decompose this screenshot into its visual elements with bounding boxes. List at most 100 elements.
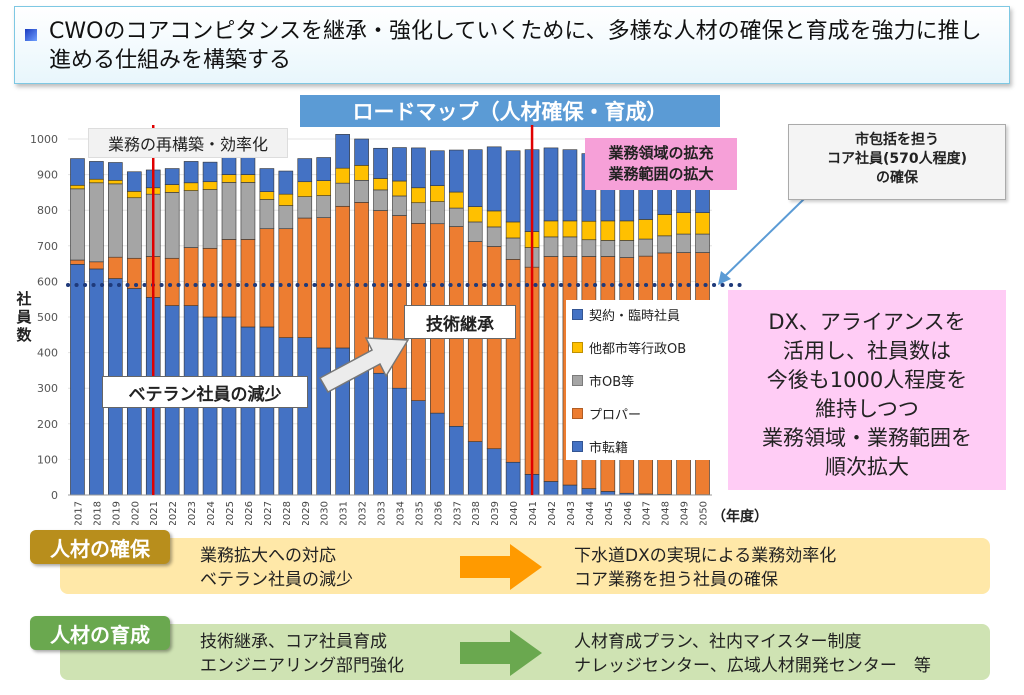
x-tick-label: 2020 bbox=[130, 501, 141, 525]
y-tick-label: 800 bbox=[37, 204, 58, 217]
bar-otherob bbox=[126, 191, 142, 199]
bar-cityob bbox=[354, 179, 369, 203]
y-tick-label: 400 bbox=[37, 347, 58, 360]
y-tick-label: 100 bbox=[37, 453, 58, 466]
bar-otherob bbox=[89, 178, 104, 184]
x-tick-label: 2025 bbox=[225, 501, 236, 525]
y-tick-label: 900 bbox=[37, 169, 58, 182]
develop-left-1: 技術継承、コア社員育成 bbox=[200, 632, 387, 652]
x-tick-label: 2032 bbox=[358, 501, 369, 525]
x-tick-label: 2024 bbox=[206, 501, 217, 525]
bar-contract bbox=[202, 161, 218, 183]
bar-transfer bbox=[600, 491, 616, 496]
develop-left: 技術継承、コア社員育成 エンジニアリング部門強化 bbox=[200, 630, 404, 678]
acquire-tag: 人材の確保 bbox=[30, 530, 170, 564]
chart-legend: 契約・臨時社員 他都市等行政OB 市OB等 プロパー 市転籍 bbox=[566, 300, 714, 460]
bar-otherob bbox=[316, 180, 332, 196]
x-tick-label: 2044 bbox=[585, 501, 596, 525]
bar-otherob bbox=[354, 165, 369, 181]
bar-otherob bbox=[638, 219, 654, 240]
acquire-left-1: 業務拡大への対応 bbox=[200, 546, 336, 566]
bar-cityob bbox=[430, 201, 445, 225]
bar-proper bbox=[486, 246, 502, 450]
acquire-left: 業務拡大への対応 ベテラン社員の減少 bbox=[200, 544, 353, 592]
bar-transfer bbox=[259, 326, 275, 496]
x-tick-label: 2049 bbox=[680, 501, 691, 525]
bar-proper bbox=[259, 228, 275, 328]
bar-contract bbox=[354, 138, 369, 166]
x-tick-label: 2029 bbox=[301, 501, 312, 525]
callout-arrow-icon bbox=[718, 198, 805, 285]
legend-swatch bbox=[572, 308, 583, 320]
bar-cityob bbox=[202, 189, 218, 249]
y-tick-label: 1000 bbox=[30, 133, 58, 146]
x-tick-label: 2040 bbox=[509, 501, 520, 525]
bar-transfer bbox=[297, 337, 313, 496]
develop-left-2: エンジニアリング部門強化 bbox=[200, 656, 404, 676]
bar-transfer bbox=[392, 387, 407, 496]
bar-contract bbox=[278, 170, 294, 195]
dx-line-3: 今後も1000人程度を bbox=[766, 368, 968, 392]
acquire-left-2: ベテラン社員の減少 bbox=[200, 570, 353, 590]
legend-item: 市OB等 bbox=[572, 370, 634, 390]
x-tick-label: 2033 bbox=[377, 501, 388, 525]
bar-otherob bbox=[600, 220, 616, 241]
bar-transfer bbox=[467, 441, 483, 496]
legend-swatch bbox=[572, 440, 583, 452]
bar-cityob bbox=[392, 195, 407, 216]
bar-transfer bbox=[486, 448, 502, 496]
bar-otherob bbox=[543, 220, 559, 238]
bar-otherob bbox=[486, 210, 502, 228]
bar-transfer bbox=[278, 337, 294, 496]
bar-proper bbox=[221, 239, 237, 318]
develop-right-1: 人材育成プラン、社内マイスター制度 bbox=[574, 632, 862, 652]
roadmap-title: ロードマップ（人材確保・育成） bbox=[300, 95, 720, 127]
bar-cityob bbox=[335, 182, 350, 207]
legend-item: 契約・臨時社員 bbox=[572, 304, 680, 324]
bar-otherob bbox=[695, 212, 710, 235]
x-tick-label: 2026 bbox=[244, 501, 255, 525]
bar-cityob bbox=[600, 240, 616, 257]
bar-cityob bbox=[486, 226, 502, 247]
reorg-label: 業務の再構築・効率化 bbox=[88, 128, 288, 158]
x-tick-label: 2034 bbox=[395, 501, 406, 525]
x-tick-label: 2041 bbox=[528, 501, 539, 525]
develop-right-2: ナレッジセンター、広域人材開発センター 等 bbox=[574, 656, 931, 676]
tech-transfer-arrow-icon bbox=[318, 337, 410, 394]
bar-proper bbox=[183, 247, 199, 306]
y-axis-label: 社員数 bbox=[16, 290, 32, 344]
bar-cityob bbox=[221, 182, 237, 240]
bar-transfer bbox=[543, 481, 559, 496]
core-line-1: 市包括を担う bbox=[855, 132, 939, 148]
bar-proper bbox=[543, 256, 559, 482]
bar-cityob bbox=[581, 239, 597, 257]
bar-otherob bbox=[448, 191, 464, 209]
bar-proper bbox=[89, 261, 104, 270]
bar-cityob bbox=[448, 207, 464, 227]
bar-otherob bbox=[581, 220, 597, 241]
bar-cityob bbox=[562, 236, 578, 257]
bar-cityob bbox=[108, 183, 123, 258]
bar-otherob bbox=[430, 185, 445, 202]
bar-otherob bbox=[70, 184, 85, 190]
core-line-3: の確保 bbox=[876, 170, 918, 186]
x-tick-label: 2018 bbox=[92, 501, 103, 525]
x-tick-label: 2042 bbox=[547, 501, 558, 525]
bar-cityob bbox=[278, 205, 294, 230]
header-banner: CWOのコアコンピタンスを継承・強化していくために、多様な人材の確保と育成を強力… bbox=[14, 6, 1010, 84]
bar-cityob bbox=[657, 235, 672, 254]
bar-otherob bbox=[164, 184, 180, 193]
develop-tag: 人材の育成 bbox=[30, 616, 170, 650]
expand-label: 業務領域の拡充 業務範囲の拡大 bbox=[585, 138, 737, 190]
x-tick-label: 2047 bbox=[642, 501, 653, 525]
bar-otherob bbox=[411, 187, 426, 204]
x-tick-label: 2023 bbox=[187, 501, 198, 525]
bar-cityob bbox=[70, 188, 85, 261]
bar-otherob bbox=[221, 174, 237, 183]
bar-otherob bbox=[562, 220, 578, 238]
bar-transfer bbox=[581, 488, 597, 496]
y-tick-label: 500 bbox=[37, 311, 58, 324]
legend-swatch bbox=[572, 407, 583, 419]
bar-otherob bbox=[259, 191, 275, 200]
tech-transfer-label: 技術継承 bbox=[404, 305, 516, 339]
